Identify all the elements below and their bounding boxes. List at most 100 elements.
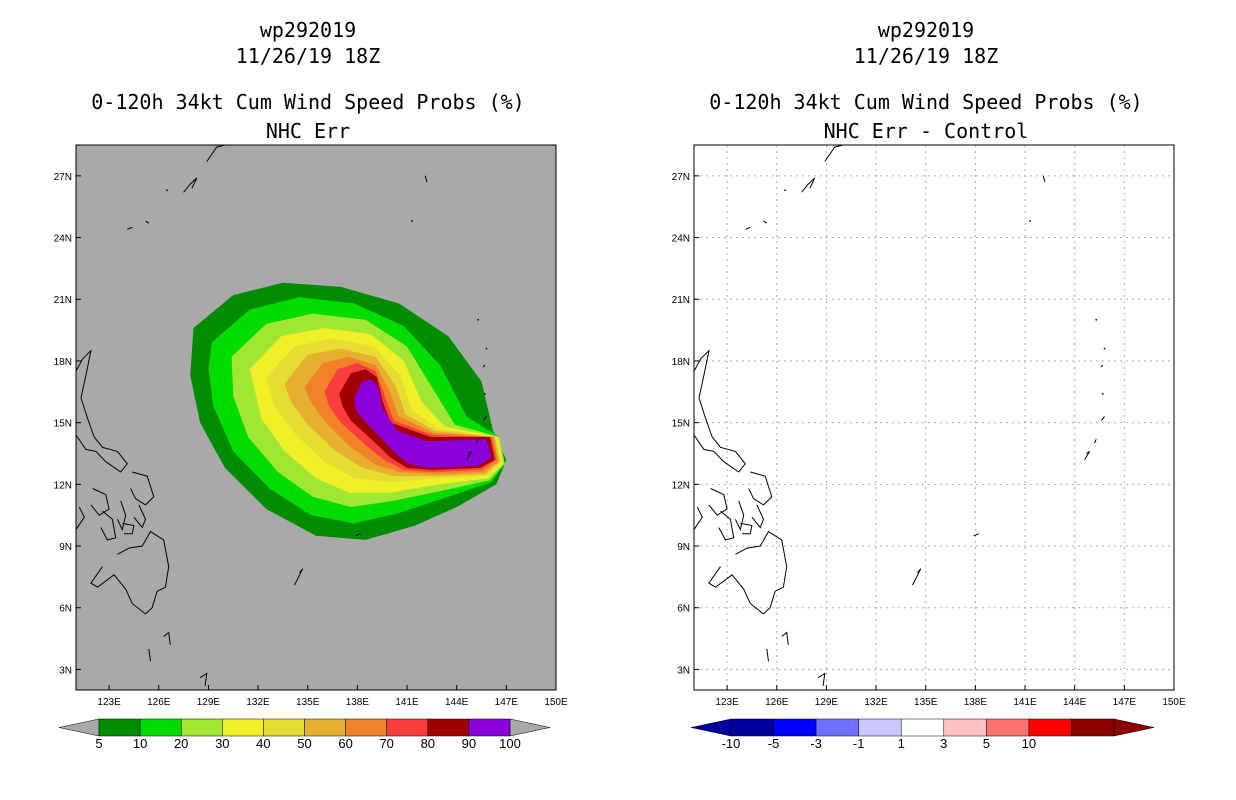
lon-label: 144E xyxy=(1063,697,1087,708)
coastline-segment xyxy=(130,471,155,506)
lon-label: 132E xyxy=(864,697,888,708)
island-dot xyxy=(1095,318,1098,321)
right-axis-ticks: 123E 126E 129E 132E 135E 138E 141E 144E 147E 150E… xyxy=(672,172,1186,708)
lat-label: 27N xyxy=(54,172,72,183)
colorbar-high-arrow xyxy=(1113,718,1155,737)
lat-label: 18N xyxy=(672,357,690,368)
colorbar-low-arrow xyxy=(690,718,732,737)
lon-label: 123E xyxy=(715,697,739,708)
colorbar-swatch xyxy=(345,718,387,737)
island-dot xyxy=(1029,220,1031,222)
colorbar-swatch xyxy=(730,718,774,737)
coastline-segment xyxy=(708,488,728,516)
lat-label: 3N xyxy=(677,665,690,676)
coastline-segment xyxy=(476,438,479,444)
lat-label: 15N xyxy=(54,419,72,430)
coastline-segment xyxy=(912,568,922,586)
coastline-segment xyxy=(708,530,788,615)
coastline-segment xyxy=(973,533,979,537)
colorbar-swatch xyxy=(180,718,223,737)
island-dot xyxy=(477,318,480,321)
coastline-segment xyxy=(145,220,150,224)
lat-label: 18N xyxy=(54,357,72,368)
coastline-segment xyxy=(183,177,198,193)
colorbar-swatch xyxy=(98,718,141,737)
right-map-background xyxy=(694,145,1174,690)
probability-swath xyxy=(190,282,507,540)
colorbar-label: 50 xyxy=(297,736,311,751)
left-subtitle: NHC Err xyxy=(265,119,351,143)
colorbar-swatch xyxy=(1071,718,1115,737)
right-coastline xyxy=(694,145,1106,686)
lat-label: 9N xyxy=(677,542,690,553)
lat-label: 21N xyxy=(54,295,72,306)
colorbar-label: 90 xyxy=(462,736,476,751)
colorbar-high-arrow xyxy=(509,718,551,737)
colorbar-label: -5 xyxy=(768,736,780,751)
colorbar-label: 5 xyxy=(983,736,990,751)
lat-label: 6N xyxy=(59,604,72,615)
lon-label: 138E xyxy=(964,697,988,708)
coastline-segment xyxy=(817,672,826,686)
lon-label: 150E xyxy=(544,697,568,708)
lon-label: 138E xyxy=(346,697,370,708)
colorbar-swatch xyxy=(468,718,511,737)
right-storm-id: wp292019 xyxy=(877,18,975,42)
colorbar-label: 80 xyxy=(421,736,435,751)
coastline-segment xyxy=(766,648,769,662)
colorbar-label: 70 xyxy=(379,736,393,751)
colorbar-label: -3 xyxy=(810,736,822,751)
colorbar-swatch xyxy=(943,718,987,737)
lat-label: 15N xyxy=(672,419,690,430)
island-dot xyxy=(1101,392,1104,395)
island-dot xyxy=(411,220,413,222)
colorbar-swatch xyxy=(858,718,902,737)
colorbar-label: 1 xyxy=(898,736,905,751)
colorbar-label: 3 xyxy=(940,736,947,751)
left-colorbar: 5 10 20 30 40 50 60 70 80 90 100 xyxy=(58,718,551,751)
coastline-segment xyxy=(122,522,135,535)
colorbar-swatch xyxy=(386,718,429,737)
lon-label: 144E xyxy=(445,697,469,708)
right-product-title: 0-120h 34kt Cum Wind Speed Probs (%) xyxy=(709,90,1143,114)
left-product-title: 0-120h 34kt Cum Wind Speed Probs (%) xyxy=(91,90,525,114)
coastline-segment xyxy=(355,533,361,537)
lon-label: 126E xyxy=(147,697,171,708)
left-coastline xyxy=(76,145,488,686)
coastline-segment xyxy=(76,506,85,530)
left-map: 123E 126E 129E 132E 135E 138E 141E 144E 147E 150E… xyxy=(54,144,568,708)
lon-label: 147E xyxy=(495,697,519,708)
colorbar-low-arrow xyxy=(58,718,100,737)
left-map-frame xyxy=(75,144,557,691)
colorbar-label: -10 xyxy=(722,736,741,751)
coastline-segment xyxy=(745,226,751,230)
colorbar-swatch xyxy=(815,718,859,737)
coastline-segment xyxy=(1100,416,1105,421)
coastline-segment xyxy=(116,500,127,532)
coastline-segment xyxy=(1042,175,1046,183)
coastline-segment xyxy=(133,504,147,529)
coastline-segment xyxy=(294,568,304,586)
lon-label: 150E xyxy=(1162,697,1186,708)
right-map: 123E 126E 129E 132E 135E 138E 141E 144E 147E 150E… xyxy=(672,144,1186,708)
lat-label: 9N xyxy=(59,542,72,553)
coastline-segment xyxy=(781,631,789,645)
left-axis-ticks: 123E 126E 129E 132E 135E 138E 141E 144E 147E 150E… xyxy=(54,172,568,708)
lat-label: 24N xyxy=(54,234,72,245)
coastline-segment xyxy=(801,177,816,193)
prob-contour-90 xyxy=(354,379,492,468)
lon-label: 147E xyxy=(1113,697,1137,708)
lat-label: 12N xyxy=(672,480,690,491)
island-dot xyxy=(483,392,486,395)
right-gridlines xyxy=(694,145,1174,690)
colorbar-swatch xyxy=(1028,718,1072,737)
lon-label: 141E xyxy=(1013,697,1037,708)
coastline-segment xyxy=(90,488,110,516)
coastline-segment xyxy=(748,471,773,506)
coastline-segment xyxy=(466,450,473,460)
lon-label: 135E xyxy=(914,697,938,708)
coastline-segment xyxy=(127,226,133,230)
coastline-segment xyxy=(482,364,486,368)
right-colorbar: -10 -5 -3 -1 1 3 5 10 xyxy=(690,718,1155,751)
island-dot xyxy=(485,347,488,350)
